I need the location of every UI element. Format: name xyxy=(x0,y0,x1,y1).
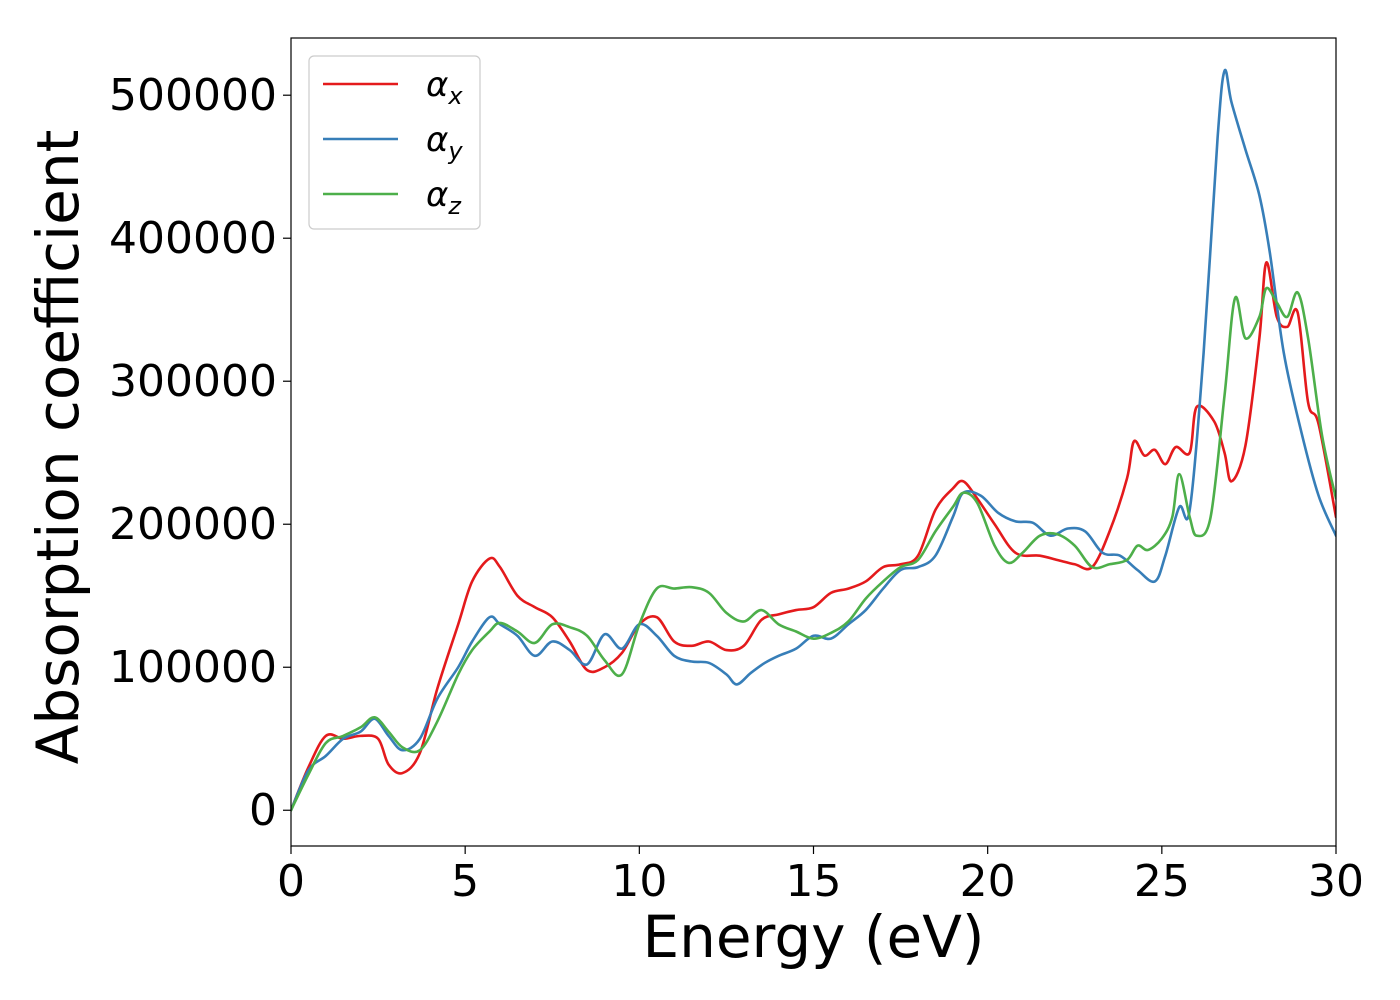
x-tick-label: 20 xyxy=(960,856,1016,907)
x-tick-label: 25 xyxy=(1134,856,1190,907)
series-layer xyxy=(291,68,1336,812)
x-axis-label: Energy (eV) xyxy=(642,903,984,971)
legend-box xyxy=(308,55,481,230)
y-tick-label: 0 xyxy=(249,785,277,836)
y-tick-label: 200000 xyxy=(109,499,277,550)
x-tick-label: 10 xyxy=(611,856,667,907)
x-tick-label: 15 xyxy=(786,856,842,907)
series-line-alpha-z xyxy=(291,286,1336,812)
x-tick-label: 30 xyxy=(1308,856,1364,907)
y-axis-label: Absorption coefficient xyxy=(24,130,92,765)
series-line-alpha-y xyxy=(291,68,1336,812)
legend-label-alpha-x: αx xyxy=(426,65,463,110)
y-tick-label: 400000 xyxy=(109,213,277,264)
series-line-alpha-x xyxy=(291,261,1336,812)
y-tick-label: 300000 xyxy=(109,356,277,407)
ticks-layer: 0 5 10 15 20 25 30 0 100000 200000 300000 400000 500… xyxy=(109,70,1364,907)
y-tick-label: 100000 xyxy=(109,642,277,693)
y-tick-label: 500000 xyxy=(109,70,277,121)
x-tick-label: 5 xyxy=(451,856,479,907)
x-tick-label: 0 xyxy=(277,856,305,907)
